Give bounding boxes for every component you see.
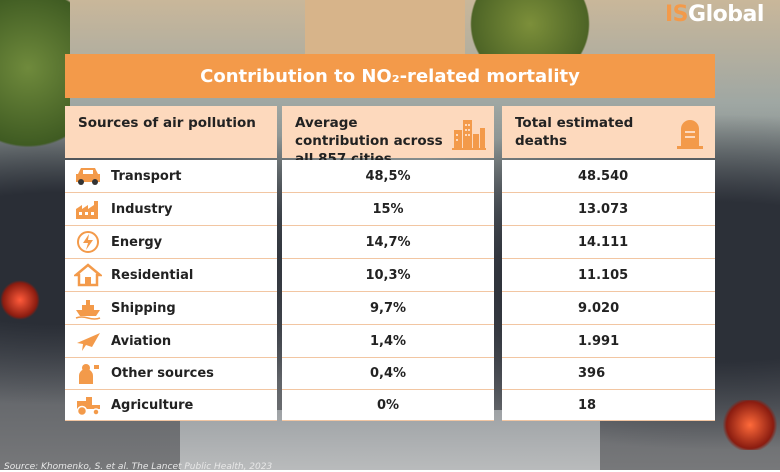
factory-icon (74, 197, 102, 221)
deaths-value: 11.105 (578, 267, 629, 283)
source-label: Aviation (111, 333, 172, 349)
header-deaths: Total estimated deaths (502, 106, 715, 158)
row-source-0: Transport (65, 160, 277, 193)
row-deaths-2: 14.111 (502, 226, 715, 259)
contribution-value: 0% (376, 397, 400, 413)
row-contribution-3: 10,3% (282, 259, 494, 292)
row-contribution-5: 1,4% (282, 325, 494, 358)
row-deaths-3: 11.105 (502, 259, 715, 292)
row-deaths-6: 396 (502, 358, 715, 390)
source-label: Agriculture (111, 397, 194, 413)
deaths-value: 396 (578, 366, 606, 381)
row-deaths-1: 13.073 (502, 193, 715, 226)
deaths-value: 1.991 (578, 333, 620, 349)
header-contribution: Average contribution across all 857 citi… (282, 106, 494, 167)
contribution-value: 1,4% (369, 333, 407, 349)
contribution-value: 9,7% (369, 300, 407, 316)
row-contribution-7: 0% (282, 390, 494, 421)
row-source-7: Agriculture (65, 390, 277, 421)
contribution-value: 10,3% (365, 267, 411, 283)
row-source-3: Residential (65, 259, 277, 292)
row-contribution-4: 9,7% (282, 292, 494, 325)
row-deaths-4: 9.020 (502, 292, 715, 325)
ship-icon (74, 296, 102, 320)
deaths-value: 18 (578, 397, 597, 413)
contribution-value: 15% (372, 201, 404, 217)
house-icon (72, 263, 104, 287)
tractor-icon (74, 393, 102, 417)
source-label: Other sources (111, 366, 214, 381)
contribution-value: 0,4% (369, 366, 407, 381)
source-label: Shipping (111, 300, 176, 316)
contribution-value: 48,5% (365, 168, 411, 184)
car-icon (74, 164, 102, 188)
row-contribution-2: 14,7% (282, 226, 494, 259)
lightning-icon (74, 230, 102, 254)
deaths-value: 9.020 (578, 300, 620, 316)
row-deaths-7: 18 (502, 390, 715, 421)
city-buildings-icon (452, 120, 486, 150)
row-contribution-1: 15% (282, 193, 494, 226)
airplane-icon (74, 329, 102, 353)
deaths-value: 14.111 (578, 234, 629, 250)
row-source-6: Other sources (65, 358, 277, 390)
row-source-1: Industry (65, 193, 277, 226)
source-label: Energy (111, 234, 163, 250)
infographic-title: Contribution to NO₂-related mortality (65, 54, 715, 98)
row-deaths-0: 48.540 (502, 160, 715, 193)
source-label: Industry (111, 201, 173, 217)
row-deaths-5: 1.991 (502, 325, 715, 358)
source-label: Residential (111, 267, 194, 283)
row-source-2: Energy (65, 226, 277, 259)
header-sources: Sources of air pollution (65, 106, 277, 158)
tombstone-icon (677, 120, 703, 149)
row-contribution-6: 0,4% (282, 358, 494, 390)
person-icon (74, 362, 102, 386)
row-contribution-0: 48,5% (282, 160, 494, 193)
row-source-4: Shipping (65, 292, 277, 325)
deaths-value: 13.073 (578, 201, 629, 217)
deaths-value: 48.540 (578, 168, 629, 184)
source-label: Transport (111, 168, 182, 184)
source-footnote: Source: Khomenko, S. et al. The Lancet P… (4, 462, 273, 472)
row-source-5: Aviation (65, 325, 277, 358)
isglobal-logo: ISGlobal (665, 2, 764, 27)
contribution-value: 14,7% (365, 234, 411, 250)
